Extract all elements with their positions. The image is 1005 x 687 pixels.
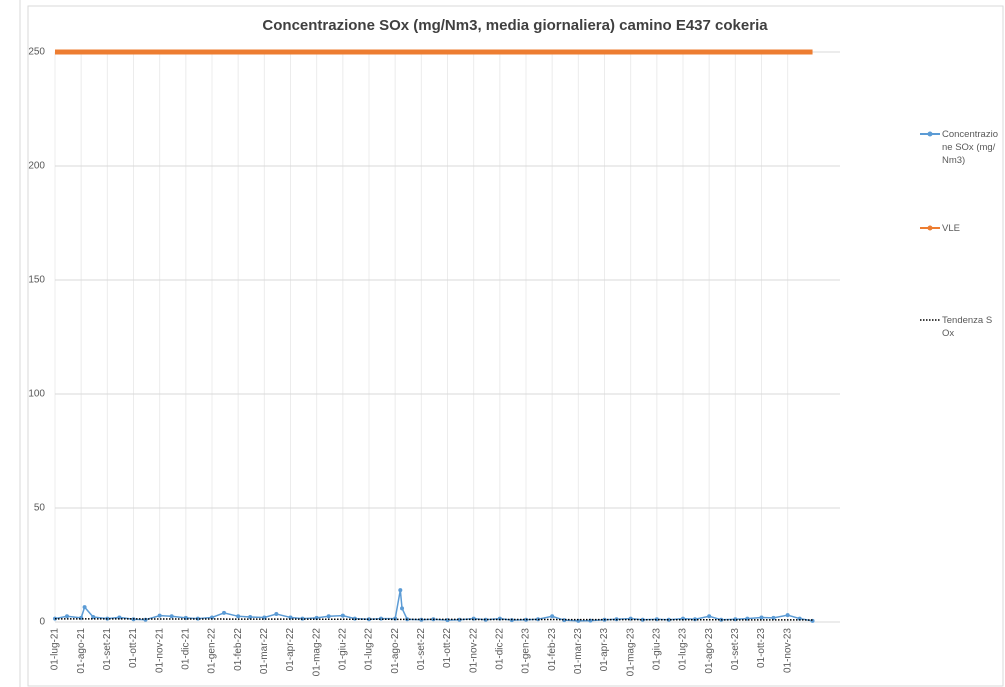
point (222, 610, 227, 615)
x-tick-label: 01-nov-21 (154, 628, 165, 673)
x-tick-label: 01-mar-23 (573, 628, 584, 675)
point (314, 615, 319, 620)
x-tick-label: 01-feb-22 (233, 628, 244, 671)
x-tick-label: 01-nov-22 (468, 628, 479, 673)
point (53, 616, 57, 621)
point (210, 615, 214, 620)
x-tick-label: 01-ott-22 (442, 628, 453, 668)
point (785, 613, 790, 618)
legend-label: VLE (942, 223, 960, 234)
point (169, 614, 174, 619)
legend-symbol (920, 319, 940, 321)
point (771, 615, 776, 620)
x-tick-label: 01-lug-22 (364, 628, 375, 671)
point (398, 588, 403, 593)
point (497, 616, 502, 621)
point (797, 616, 802, 621)
point (550, 614, 555, 619)
point (82, 605, 87, 610)
point (367, 617, 371, 622)
y-tick-label: 200 (28, 161, 45, 172)
x-tick-label: 01-nov-23 (782, 628, 793, 673)
legend-symbol (920, 225, 940, 231)
x-tick-label: 01-mag-23 (625, 628, 636, 677)
legend-label: Concentrazione SOx (mg/Nm3) (942, 129, 998, 166)
x-tick-label: 01-gen-23 (521, 628, 532, 674)
y-tick-label: 0 (39, 617, 45, 628)
legend-marker (927, 225, 933, 231)
point (65, 614, 70, 619)
x-tick-label: 01-apr-22 (285, 628, 296, 672)
point (236, 614, 241, 619)
series-line (54, 618, 813, 621)
legend-symbol (920, 131, 940, 137)
x-tick-label: 01-ago-21 (76, 628, 87, 674)
x-tick-label: 01-ago-22 (390, 628, 401, 674)
legend-marker (927, 131, 933, 137)
x-tick-label: 01-ott-21 (128, 628, 139, 668)
x-tick-label: 01-dic-22 (494, 628, 505, 670)
y-tick-label: 100 (28, 389, 45, 400)
point (157, 613, 162, 618)
point (640, 617, 645, 622)
chart-frame (27, 5, 1004, 687)
point (274, 612, 279, 617)
x-tick-label: 01-ago-23 (704, 628, 715, 674)
point (248, 614, 253, 619)
y-tick-label: 50 (34, 503, 46, 514)
x-tick-label: 01-set-21 (102, 628, 113, 671)
x-tick-label: 01-lug-23 (678, 628, 689, 671)
chart-title: Concentrazione SOx (mg/Nm3, media giorna… (262, 17, 768, 34)
legend-item: Concentrazione SOx (mg/Nm3) (920, 128, 998, 167)
x-tick-label: 01-feb-23 (547, 628, 558, 671)
x-tick-label: 01-gen-22 (207, 628, 218, 674)
point (91, 614, 96, 619)
series-line (54, 589, 813, 622)
point (143, 617, 148, 622)
point (340, 613, 345, 618)
point (707, 614, 712, 619)
legend-item: VLE (920, 222, 998, 235)
legend-item: Tendenza SOx (920, 314, 998, 340)
x-tick-label: 01-lug-21 (50, 628, 61, 671)
point (759, 615, 764, 620)
x-tick-label: 01-dic-21 (180, 628, 191, 670)
x-tick-label: 01-set-23 (730, 628, 741, 671)
x-tick-label: 01-set-22 (416, 628, 427, 671)
x-tick-label: 01-mag-22 (311, 628, 322, 677)
y-tick-label: 250 (28, 47, 45, 58)
y-tick-label: 150 (28, 275, 45, 286)
point (326, 614, 331, 619)
x-tick-label: 01-mar-22 (259, 628, 270, 675)
x-tick-label: 01-giu-23 (651, 628, 662, 671)
x-tick-label: 01-apr-23 (599, 628, 610, 672)
x-tick-label: 01-giu-22 (337, 628, 348, 671)
point (400, 606, 405, 611)
x-tick-label: 01-ott-23 (756, 628, 767, 668)
legend-label: Tendenza SOx (942, 315, 993, 339)
point (666, 617, 671, 622)
